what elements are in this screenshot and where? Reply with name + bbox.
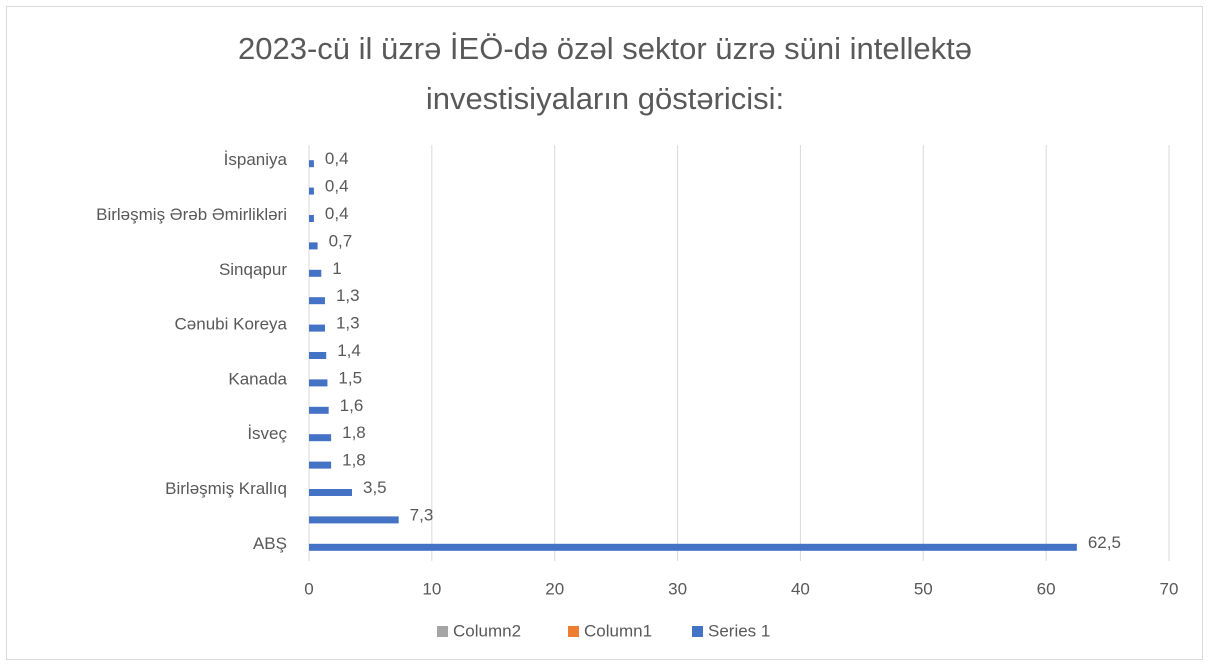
bar [309, 461, 332, 469]
x-tick-label: 0 [304, 579, 313, 598]
x-tick-label: 20 [545, 579, 564, 598]
bar [309, 379, 328, 387]
bar [309, 242, 318, 250]
y-tick-label: Sinqapur [219, 260, 287, 279]
data-label: 7,3 [410, 505, 434, 524]
y-tick-label: Birləşmiş Krallıq [165, 479, 287, 498]
bar [309, 187, 314, 195]
legend-swatch [437, 626, 448, 637]
y-tick-label: Cənubi Koreya [175, 315, 288, 334]
data-label: 62,5 [1088, 533, 1121, 552]
x-tick-label: 50 [914, 579, 933, 598]
x-tick-label: 10 [422, 579, 441, 598]
data-label: 0,4 [325, 149, 349, 168]
bar [309, 269, 322, 277]
legend-label: Column1 [584, 621, 652, 640]
y-tick-label: İspaniya [224, 150, 288, 169]
chart-title: 2023-cü il üzrə İEÖ-də özəl sektor üzrə … [237, 31, 973, 116]
bar [309, 352, 327, 359]
data-label: 1,8 [342, 423, 366, 442]
data-label: 1 [332, 259, 341, 278]
x-tick-label: 70 [1160, 579, 1179, 598]
bar [309, 215, 314, 222]
x-tick-label: 60 [1037, 579, 1056, 598]
data-label: 1,5 [338, 368, 362, 387]
data-label: 3,5 [363, 478, 387, 497]
data-label: 0,7 [329, 231, 353, 250]
x-tick-label: 30 [668, 579, 687, 598]
legend-label: Column2 [453, 621, 521, 640]
y-tick-label: Birləşmiş Ərəb Əmirlikləri [96, 205, 287, 224]
data-label: 1,8 [342, 451, 366, 470]
bar [309, 297, 325, 305]
data-label: 1,6 [340, 396, 364, 415]
y-tick-label: ABŞ [253, 534, 287, 553]
y-tick-label: İsveç [247, 424, 287, 443]
data-label: 0,4 [325, 177, 349, 196]
data-label: 1,4 [337, 341, 361, 360]
y-tick-label: Kanada [228, 369, 287, 388]
bar [309, 516, 399, 524]
legend-label: Series 1 [708, 621, 770, 640]
data-label: 0,4 [325, 204, 349, 223]
bar [309, 324, 325, 332]
bar [309, 434, 332, 442]
bar [309, 406, 329, 414]
legend-swatch [692, 626, 703, 637]
data-label: 1,3 [336, 286, 360, 305]
bar [309, 543, 1077, 551]
legend-swatch [568, 626, 579, 637]
x-tick-label: 40 [791, 579, 810, 598]
data-label: 1,3 [336, 314, 360, 333]
bar [309, 489, 352, 496]
bar [309, 160, 314, 168]
